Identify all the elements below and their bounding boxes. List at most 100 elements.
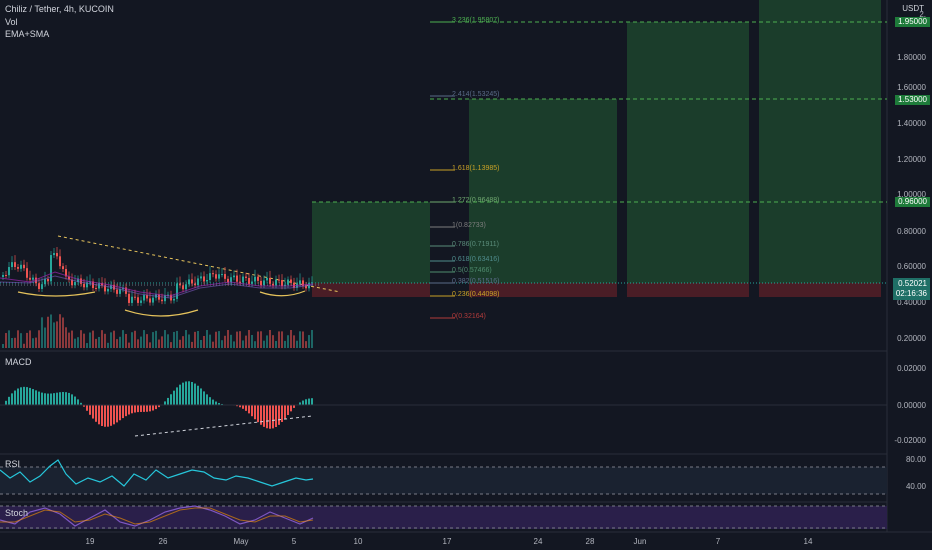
volume-bar <box>302 331 304 348</box>
candle <box>14 262 16 267</box>
volume-bar <box>146 334 148 348</box>
target-price-tag: 1.95000 <box>895 17 930 27</box>
macd-bar <box>62 391 64 405</box>
macd-bar <box>41 392 43 405</box>
stop-zone-4 <box>759 283 881 297</box>
candle <box>98 283 100 289</box>
macd-bar <box>209 397 211 405</box>
volume-bar <box>251 335 253 348</box>
volume-bar <box>293 335 295 348</box>
macd-bar <box>245 405 247 411</box>
candle <box>221 274 223 276</box>
macd-bar <box>305 399 307 405</box>
candle <box>254 276 256 282</box>
volume-bar <box>305 341 307 348</box>
macd-bar <box>26 387 28 405</box>
rsi-line <box>0 459 314 487</box>
candle <box>107 288 109 292</box>
ema-sma-indicator-label[interactable]: EMA+SMA <box>5 29 50 39</box>
candle <box>41 284 43 289</box>
candle <box>188 279 190 285</box>
macd-bar <box>137 405 139 413</box>
macd-bar <box>89 405 91 415</box>
candle <box>68 276 70 280</box>
volume-bar <box>170 342 172 348</box>
candle <box>263 280 265 286</box>
macd-bar <box>254 405 256 420</box>
candle <box>173 298 175 301</box>
volume-bar <box>44 327 46 348</box>
candle <box>272 283 274 286</box>
candle <box>137 297 139 303</box>
volume-bar <box>110 332 112 348</box>
macd-bar <box>122 405 124 419</box>
volume-bar <box>269 330 271 348</box>
volume-bar <box>191 341 193 348</box>
time-tick: 26 <box>158 537 168 546</box>
macd-bar <box>200 388 202 405</box>
stoch-label[interactable]: Stoch <box>5 508 29 518</box>
time-tick: 5 <box>291 537 297 546</box>
candle <box>305 285 307 289</box>
volume-bar <box>23 343 25 348</box>
candle <box>11 262 13 268</box>
volume-bar <box>311 330 313 348</box>
candle <box>8 267 10 276</box>
macd-bar <box>56 392 58 405</box>
macd-bar <box>221 403 223 405</box>
volume-bar <box>158 339 160 348</box>
macd-bar <box>17 388 19 405</box>
macd-bar <box>77 399 79 405</box>
volume-bar <box>275 340 277 348</box>
volume-bar <box>2 344 4 348</box>
macd-bar <box>95 405 97 422</box>
candle <box>176 283 178 299</box>
fib-level-label: 1(0.82733) <box>452 222 486 229</box>
symbol-title[interactable]: Chiliz / Tether, 4h, KUCOIN <box>5 4 114 14</box>
macd-bar <box>176 387 178 405</box>
volume-bar <box>209 334 211 348</box>
volume-bar <box>287 335 289 348</box>
candle <box>227 278 229 283</box>
macd-bar <box>212 399 214 405</box>
candle <box>134 296 136 298</box>
macd-label[interactable]: MACD <box>5 357 32 367</box>
volume-bar <box>14 337 16 348</box>
volume-bar <box>173 331 175 348</box>
volume-bar <box>152 332 154 348</box>
macd-bar <box>164 401 166 405</box>
volume-bar <box>140 336 142 348</box>
macd-bar <box>263 405 265 427</box>
macd-bar <box>197 385 199 405</box>
rsi-label[interactable]: RSI <box>5 459 21 469</box>
candle <box>74 282 76 286</box>
volume-bar <box>131 332 133 348</box>
candle <box>206 280 208 282</box>
candle <box>86 282 88 288</box>
target-zone-3 <box>627 22 749 283</box>
candle <box>71 279 73 286</box>
volume-bar <box>125 333 127 348</box>
candle <box>143 295 145 301</box>
macd-bar <box>278 405 280 425</box>
candle <box>26 268 28 278</box>
time-tick: 28 <box>585 537 595 546</box>
volume-bar <box>179 339 181 348</box>
volume-bar <box>143 330 145 348</box>
candle <box>23 264 25 269</box>
candle <box>239 281 241 283</box>
macd-bar <box>110 405 112 426</box>
fib-level-label: 0(0.32164) <box>452 313 486 320</box>
price-tick: 0.60000 <box>897 262 926 271</box>
volume-indicator-label[interactable]: Vol <box>5 17 18 27</box>
volume-bar <box>68 332 70 348</box>
volume-bar <box>221 340 223 348</box>
volume-bar <box>65 327 67 348</box>
candle <box>35 277 37 284</box>
candle <box>215 274 217 279</box>
candle <box>83 283 85 288</box>
macd-bar <box>53 393 55 405</box>
target-price-tag: 0.96000 <box>895 197 930 207</box>
volume-bar <box>122 330 124 348</box>
